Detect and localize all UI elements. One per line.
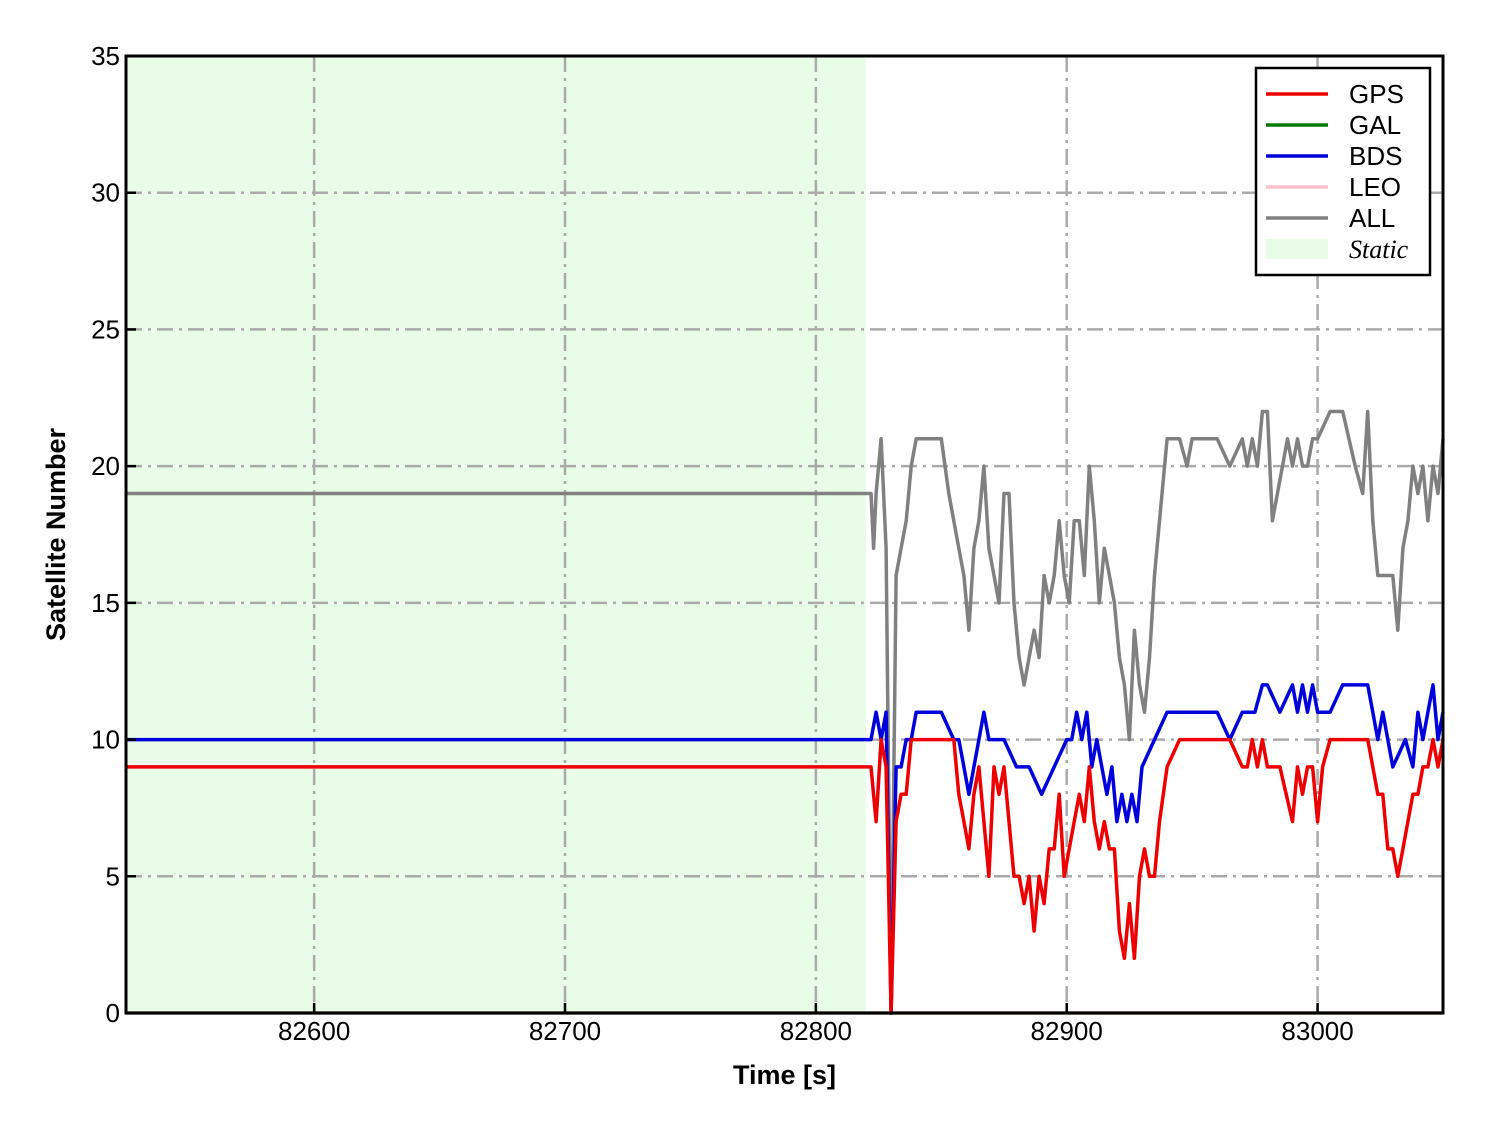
y-tick-label: 20 bbox=[91, 451, 120, 481]
legend-label-bds: BDS bbox=[1349, 141, 1402, 171]
y-tick-label: 15 bbox=[91, 588, 120, 618]
legend-label-static: Static bbox=[1349, 235, 1409, 264]
static-region-fill bbox=[126, 56, 867, 1013]
y-axis-title: Satellite Number bbox=[41, 427, 71, 641]
x-tick-label: 82900 bbox=[1031, 1016, 1103, 1046]
static-region bbox=[126, 56, 867, 1013]
x-tick-label: 82600 bbox=[278, 1016, 350, 1046]
gridlines bbox=[126, 56, 1443, 1013]
plot-frame bbox=[124, 54, 1445, 1015]
y-tick-label: 25 bbox=[91, 314, 120, 344]
x-tick-label: 82800 bbox=[780, 1016, 852, 1046]
y-tick-label: 35 bbox=[91, 41, 120, 71]
y-tick-label: 30 bbox=[91, 178, 120, 208]
y-tick-label: 5 bbox=[106, 861, 120, 891]
series-line-gps bbox=[126, 737, 1445, 1015]
tick-labels: 82600 82700 82800 82900 83000 0 5 10 15 20 25 30 35 bbox=[91, 41, 1354, 1046]
y-tick-label: 0 bbox=[106, 998, 120, 1028]
legend-label-gps: GPS bbox=[1349, 79, 1404, 109]
y-tick-label: 10 bbox=[91, 725, 120, 755]
legend-label-all: ALL bbox=[1349, 203, 1395, 233]
legend-label-gal: GAL bbox=[1349, 110, 1401, 140]
legend-swatch-static bbox=[1266, 239, 1328, 259]
x-axis-title: Time [s] bbox=[733, 1060, 836, 1090]
series-line-bds bbox=[126, 683, 1445, 1015]
x-tick-label: 83000 bbox=[1281, 1016, 1353, 1046]
axis-ticks bbox=[126, 54, 1319, 1015]
x-tick-label: 82700 bbox=[529, 1016, 601, 1046]
series-line-all bbox=[126, 409, 1445, 1015]
legend-label-leo: LEO bbox=[1349, 172, 1401, 202]
